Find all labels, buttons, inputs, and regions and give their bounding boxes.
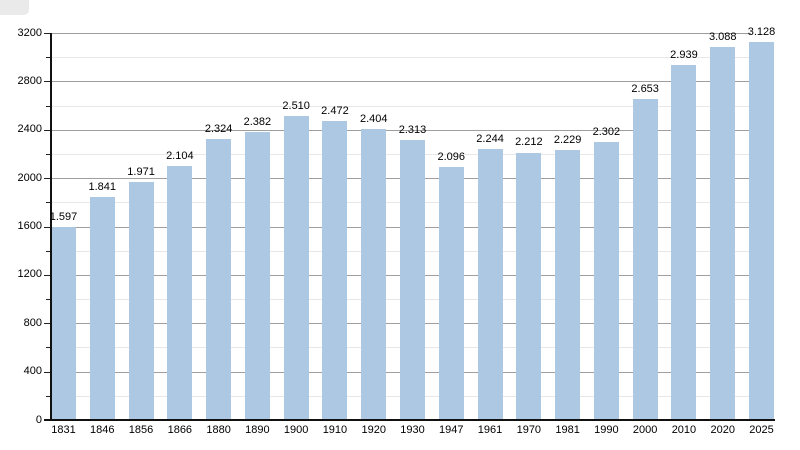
bar: [206, 138, 232, 420]
x-tick-label: 1930: [400, 424, 425, 436]
x-tick-label: 1880: [206, 424, 231, 436]
bar-value-label: 2.404: [359, 113, 388, 126]
bar-value-label: 2.104: [166, 149, 194, 162]
bar: [244, 131, 270, 420]
bar-value-label: 2.324: [204, 122, 233, 135]
y-tick-label: 2400: [17, 123, 42, 136]
x-tick-label: 1856: [128, 424, 154, 436]
y-tick-label: 1600: [17, 220, 42, 232]
bar: [361, 129, 387, 420]
bar: [710, 46, 736, 420]
y-tick-major: [44, 81, 50, 83]
bar: [400, 140, 425, 420]
x-tick-label: 1920: [361, 424, 386, 436]
y-axis-line: [50, 33, 52, 420]
y-tick-label: 0: [35, 413, 42, 426]
bar: [89, 197, 115, 420]
bar-value-label: 1.597: [49, 210, 78, 223]
bar-value-label: 2.653: [631, 83, 659, 96]
y-tick-minor: [46, 347, 50, 349]
x-tick-label: 1846: [90, 424, 115, 436]
bar: [477, 148, 503, 420]
y-grid-major: [50, 129, 751, 131]
x-tick-label: 2000: [632, 424, 658, 436]
y-tick-minor: [46, 250, 50, 252]
bar-value-label: 2.096: [437, 150, 466, 163]
bar: [593, 141, 619, 420]
y-tick-label: 2000: [17, 171, 42, 184]
y-tick-label: 2800: [17, 74, 42, 87]
bar-value-label: 2.382: [243, 115, 272, 128]
x-tick-label: 1900: [283, 424, 309, 436]
x-tick-label: 2020: [710, 424, 735, 436]
bar: [555, 150, 581, 420]
bar-value-label: 2.313: [398, 124, 427, 137]
x-tick-label: 1866: [167, 424, 193, 436]
y-tick-minor: [46, 299, 50, 301]
y-tick-minor: [46, 57, 50, 59]
y-tick-label: 800: [23, 316, 42, 329]
x-axis-labels: 1831 1846 1856 1866 1880 1890 1900 1910 1920 1930…: [50, 424, 775, 440]
y-tick-minor: [46, 105, 50, 107]
corner-artifact: [0, 0, 29, 15]
y-grid-minor: [50, 105, 751, 107]
bar: [322, 121, 348, 420]
bar: [632, 99, 658, 420]
y-tick-minor: [46, 395, 50, 397]
y-axis-labels: 0 400 800 1200 1600 2000 2400 2800 3200: [0, 27, 42, 426]
bar: [283, 116, 309, 420]
y-tick-major: [44, 323, 50, 325]
bar-value-label: 2.472: [321, 105, 349, 118]
bar: [128, 181, 154, 420]
bar-value-label: 2.244: [476, 132, 504, 145]
x-tick-label: 1981: [555, 424, 580, 436]
y-tick-label: 3200: [17, 26, 42, 39]
x-tick-label: 1970: [516, 424, 542, 436]
x-axis-line: [44, 419, 775, 421]
bar-value-label: 2.939: [670, 48, 698, 61]
x-tick-label: 1831: [51, 424, 76, 436]
y-grid-major: [50, 33, 751, 34]
x-tick-label: 1947: [439, 424, 464, 436]
x-tick-label: 2025: [749, 424, 774, 436]
bar-value-label: 2.302: [592, 125, 621, 138]
bar: [51, 226, 76, 420]
y-tick-label: 400: [23, 365, 42, 378]
bar: [516, 152, 542, 420]
bar: [749, 41, 774, 420]
y-grid-major: [50, 81, 751, 83]
y-tick-major: [44, 226, 50, 228]
x-tick-label: 1890: [245, 424, 270, 436]
y-grid-minor: [50, 57, 751, 59]
bar: [438, 166, 464, 420]
plot-area: 1.597 1.841 1.971 2.104 2.324 2.382 2.510 2.472…: [44, 26, 775, 421]
x-tick-label: 1990: [594, 424, 619, 436]
y-tick-minor: [46, 202, 50, 204]
x-tick-label: 2010: [671, 424, 697, 436]
x-tick-label: 1910: [322, 424, 348, 436]
bar: [167, 165, 193, 420]
bar: [671, 64, 697, 420]
y-tick-minor: [46, 153, 50, 155]
bar-value-label: 1.841: [88, 181, 117, 194]
bar-value-label: 2.229: [553, 134, 582, 147]
y-tick-major: [44, 274, 50, 276]
y-tick-major: [44, 129, 50, 131]
bar-value-label: 2.510: [282, 100, 310, 113]
bar-value-label: 3.088: [708, 30, 737, 43]
y-tick-major: [44, 178, 50, 180]
bar-value-label: 1.971: [127, 165, 155, 178]
y-tick-major: [44, 371, 50, 373]
bar-value-label: 2.212: [515, 136, 543, 149]
y-tick-major: [44, 33, 50, 34]
x-tick-label: 1961: [477, 424, 503, 436]
y-tick-label: 1200: [17, 268, 42, 281]
bar-value-label: 3.128: [747, 25, 776, 38]
